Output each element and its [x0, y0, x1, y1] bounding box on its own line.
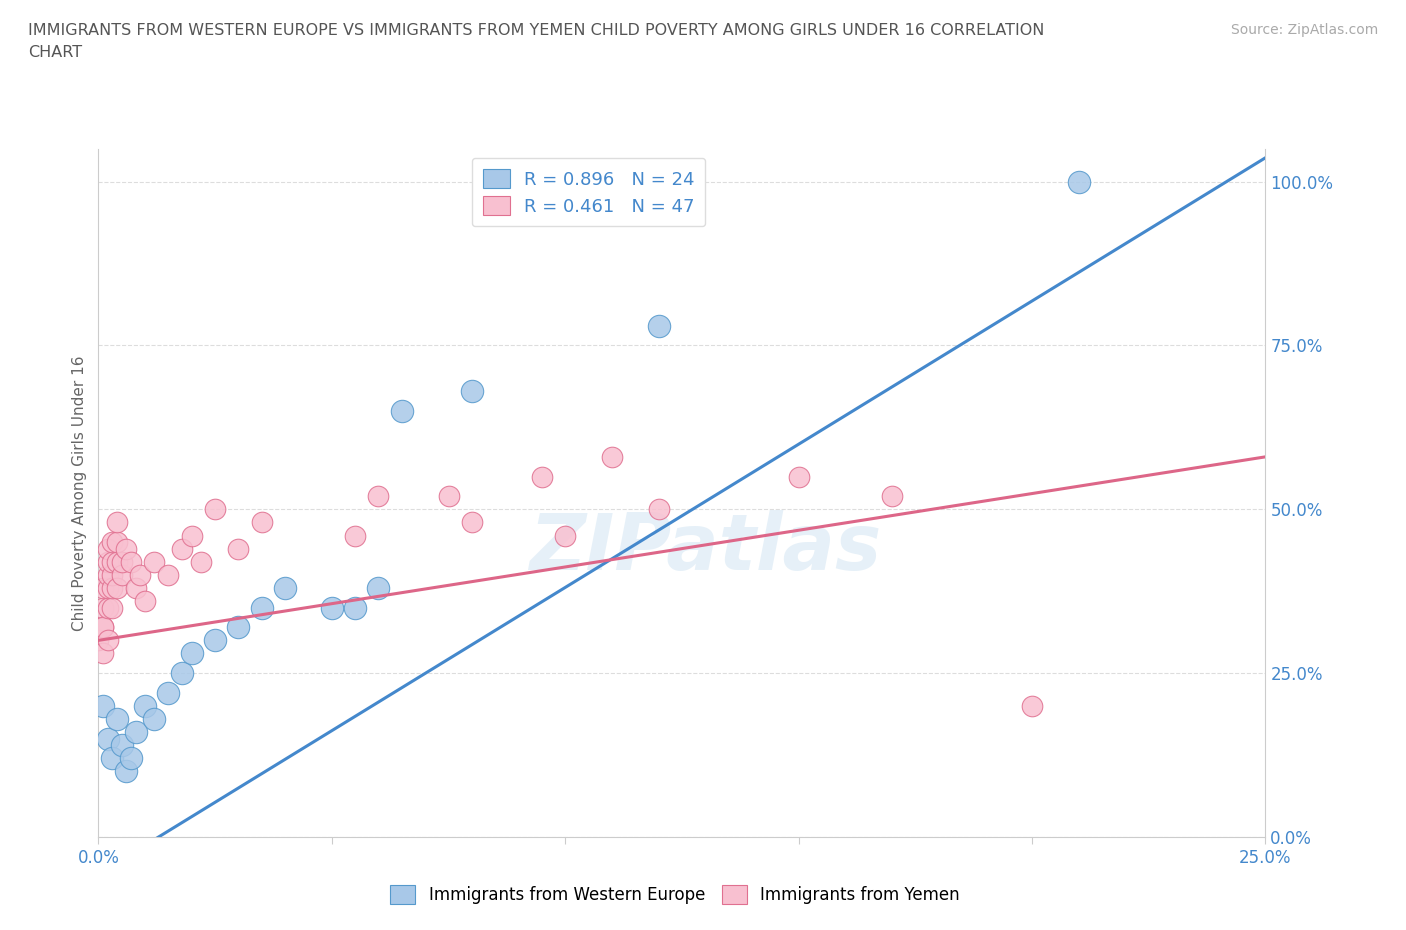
Point	[97, 567, 120, 582]
Point	[134, 593, 156, 608]
Point	[91, 619, 114, 634]
Point	[600, 449, 623, 464]
Point	[134, 698, 156, 713]
Point	[101, 554, 124, 569]
Point	[105, 515, 128, 530]
Point	[97, 554, 120, 569]
Point	[105, 711, 128, 726]
Point	[143, 554, 166, 569]
Point	[157, 685, 180, 700]
Text: IMMIGRANTS FROM WESTERN EUROPE VS IMMIGRANTS FROM YEMEN CHILD POVERTY AMONG GIRL: IMMIGRANTS FROM WESTERN EUROPE VS IMMIGR…	[28, 23, 1045, 38]
Point	[105, 554, 128, 569]
Text: CHART: CHART	[28, 45, 82, 60]
Point	[228, 619, 250, 634]
Point	[101, 751, 124, 765]
Point	[250, 515, 273, 530]
Point	[105, 535, 128, 550]
Point	[87, 633, 110, 648]
Point	[190, 554, 212, 569]
Point	[111, 554, 134, 569]
Point	[530, 469, 553, 484]
Point	[101, 600, 124, 615]
Point	[204, 502, 226, 517]
Point	[1021, 698, 1043, 713]
Point	[91, 600, 114, 615]
Point	[125, 724, 148, 739]
Point	[115, 541, 138, 556]
Point	[172, 541, 194, 556]
Point	[120, 751, 142, 765]
Point	[101, 580, 124, 595]
Legend: R = 0.896   N = 24, R = 0.461   N = 47: R = 0.896 N = 24, R = 0.461 N = 47	[471, 158, 706, 227]
Point	[101, 567, 124, 582]
Point	[143, 711, 166, 726]
Y-axis label: Child Poverty Among Girls Under 16: Child Poverty Among Girls Under 16	[72, 355, 87, 631]
Point	[344, 528, 367, 543]
Point	[97, 600, 120, 615]
Point	[105, 580, 128, 595]
Point	[97, 541, 120, 556]
Point	[880, 489, 903, 504]
Point	[647, 318, 669, 333]
Point	[228, 541, 250, 556]
Point	[344, 600, 367, 615]
Legend: Immigrants from Western Europe, Immigrants from Yemen: Immigrants from Western Europe, Immigran…	[382, 877, 967, 912]
Point	[111, 737, 134, 752]
Point	[97, 731, 120, 746]
Point	[97, 580, 120, 595]
Point	[321, 600, 343, 615]
Point	[180, 528, 202, 543]
Point	[647, 502, 669, 517]
Point	[91, 580, 114, 595]
Point	[120, 554, 142, 569]
Point	[391, 404, 413, 418]
Point	[129, 567, 152, 582]
Point	[125, 580, 148, 595]
Point	[274, 580, 297, 595]
Point	[367, 580, 389, 595]
Text: Source: ZipAtlas.com: Source: ZipAtlas.com	[1230, 23, 1378, 37]
Point	[172, 666, 194, 681]
Point	[461, 515, 484, 530]
Point	[157, 567, 180, 582]
Point	[91, 646, 114, 661]
Point	[367, 489, 389, 504]
Text: ZIPatlas: ZIPatlas	[529, 510, 882, 586]
Point	[250, 600, 273, 615]
Point	[461, 384, 484, 399]
Point	[91, 698, 114, 713]
Point	[1067, 174, 1090, 189]
Point	[97, 633, 120, 648]
Point	[111, 567, 134, 582]
Point	[101, 535, 124, 550]
Point	[554, 528, 576, 543]
Point	[204, 633, 226, 648]
Point	[787, 469, 810, 484]
Point	[437, 489, 460, 504]
Point	[180, 646, 202, 661]
Point	[115, 764, 138, 779]
Point	[91, 619, 114, 634]
